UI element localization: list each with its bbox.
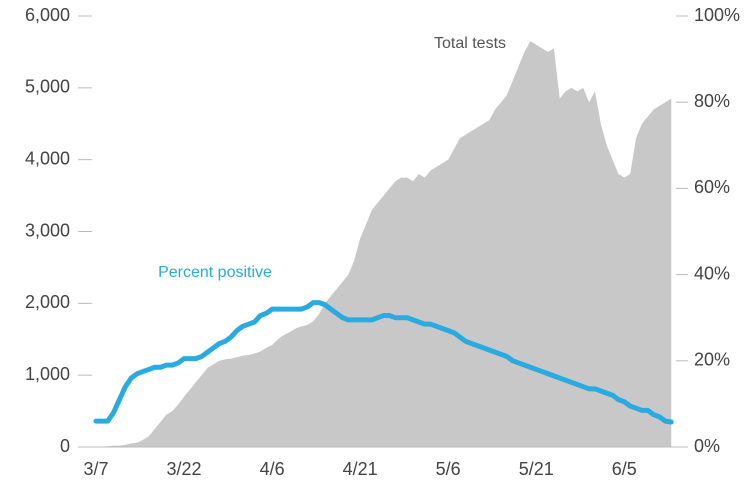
y2-tick-label: 80% bbox=[694, 91, 730, 111]
y2-tick-label: 40% bbox=[694, 263, 730, 283]
x-tick-label: 6/5 bbox=[612, 459, 637, 479]
y-tick-label: 5,000 bbox=[25, 77, 70, 97]
x-tick-label: 5/21 bbox=[519, 459, 554, 479]
y-tick-label: 4,000 bbox=[25, 148, 70, 168]
y2-tick-label: 100% bbox=[694, 5, 740, 25]
x-tick-label: 4/21 bbox=[343, 459, 378, 479]
y-tick-label: 2,000 bbox=[25, 292, 70, 312]
y-tick-label: 0 bbox=[60, 436, 70, 456]
y2-tick-label: 60% bbox=[694, 177, 730, 197]
series-label: Percent positive bbox=[158, 264, 272, 281]
y-tick-label: 6,000 bbox=[25, 5, 70, 25]
y2-tick-label: 0% bbox=[694, 436, 720, 456]
series-label: Total tests bbox=[434, 35, 506, 52]
y-tick-label: 3,000 bbox=[25, 220, 70, 240]
x-tick-label: 3/7 bbox=[83, 459, 108, 479]
area bbox=[96, 41, 672, 448]
x-tick-label: 5/6 bbox=[436, 459, 461, 479]
x-tick-label: 3/22 bbox=[167, 459, 202, 479]
x-tick-label: 4/6 bbox=[260, 459, 285, 479]
y2-tick-label: 20% bbox=[694, 350, 730, 370]
y-tick-label: 1,000 bbox=[25, 364, 70, 384]
line bbox=[93, 300, 674, 425]
